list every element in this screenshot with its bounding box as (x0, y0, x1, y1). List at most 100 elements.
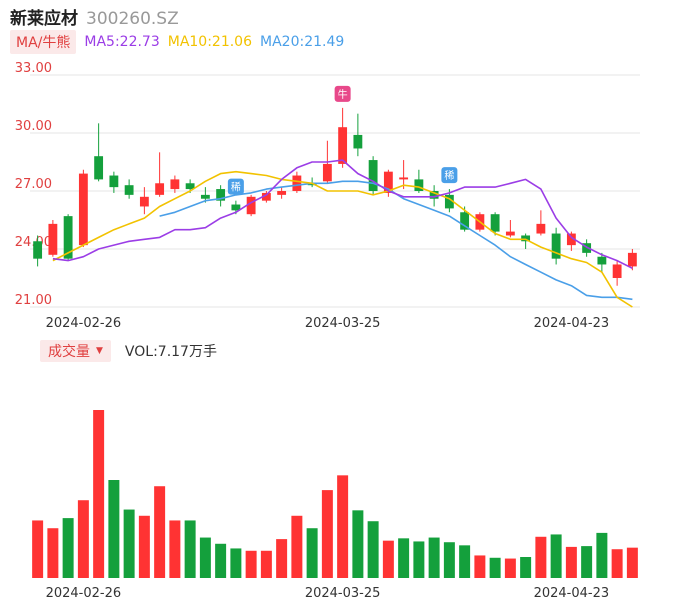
volume-bar (474, 555, 486, 578)
volume-bar (230, 548, 242, 578)
signal-marker[interactable] (441, 167, 458, 184)
volume-bar (565, 546, 577, 578)
volume-bar (581, 546, 593, 578)
volume-bar (123, 509, 135, 578)
ma5-value: MA5:22.73 (84, 34, 160, 50)
ma10-value: MA10:21.06 (167, 34, 253, 50)
volume-date-axis-label: 2024-03-25 (305, 586, 381, 601)
candle-body (261, 192, 271, 201)
dropdown-arrow-icon: ▼ (96, 346, 103, 356)
volume-bar (550, 534, 562, 578)
volume-date-axis-label: 2024-04-23 (534, 586, 610, 601)
volume-bar (77, 500, 89, 578)
volume-indicator-selector[interactable]: 成交量 ▼ (40, 340, 111, 362)
volume-bar (306, 528, 318, 578)
volume-bar (504, 558, 516, 578)
signal-marker[interactable] (227, 178, 244, 195)
volume-bar (291, 515, 303, 578)
candle-body (612, 264, 622, 278)
volume-bar (260, 550, 272, 578)
signal-marker-label: 稀 (231, 181, 241, 194)
volume-bar (489, 557, 501, 578)
volume-bar (32, 520, 44, 578)
ma10-line (52, 170, 633, 308)
volume-bar (245, 550, 257, 578)
volume-bar (169, 520, 181, 578)
signal-marker-label: 稀 (444, 169, 454, 182)
candle-body (170, 179, 180, 190)
stock-header: 新莱应材 300260.SZ (10, 4, 179, 29)
volume-bar (428, 537, 440, 578)
volume-bar (459, 545, 471, 578)
volume-bar (520, 557, 532, 578)
candle-body (246, 196, 256, 215)
candle-body (33, 241, 43, 259)
volume-bar (199, 537, 211, 578)
volume-bar (184, 520, 196, 578)
candle-body (460, 212, 470, 230)
volume-bar (352, 510, 364, 578)
candle-body (399, 177, 409, 180)
price-axis-label: 27.00 (15, 177, 52, 192)
volume-bar (215, 543, 227, 578)
candle-body (414, 179, 424, 191)
candle-body (353, 134, 363, 149)
candle-body (490, 214, 500, 232)
candle-body (582, 243, 592, 253)
volume-date-axis-label: 2024-02-26 (46, 586, 122, 601)
volume-bar (596, 532, 608, 578)
candle-body (94, 156, 104, 180)
candle-body (429, 191, 439, 199)
volume-bar (47, 528, 59, 578)
signal-marker-label: 牛 (338, 88, 348, 101)
candle-body (322, 163, 332, 182)
signal-marker[interactable] (334, 85, 351, 102)
volume-bar (367, 521, 379, 578)
volume-bar (413, 541, 425, 578)
candle-body (124, 185, 134, 195)
stock-name: 新莱应材 (10, 9, 78, 29)
volume-bar (321, 490, 333, 578)
candle-body (383, 171, 393, 193)
ma20-value: MA20:21.49 (260, 34, 345, 50)
ma-indicator-selector[interactable]: MA/牛熊 (10, 30, 77, 54)
ma-legend: MA/牛熊 MA5:22.73 MA10:21.06 MA20:21.49 (10, 30, 344, 54)
ma20-line (159, 180, 633, 301)
candle-body (338, 127, 348, 164)
volume-bar (626, 547, 638, 578)
volume-bar (611, 549, 623, 578)
candle-body (109, 175, 119, 188)
ma5-line (52, 159, 633, 270)
candle-body (48, 223, 58, 255)
candle-body (185, 183, 195, 190)
candle-body (78, 173, 88, 246)
volume-tag-label: 成交量 (48, 344, 90, 360)
volume-bar (93, 410, 105, 578)
volume-bar (382, 540, 394, 578)
date-axis-label: 2024-03-25 (305, 316, 381, 331)
price-axis-label: 30.00 (15, 119, 52, 134)
candle-body (444, 194, 454, 209)
date-axis-label: 2024-02-26 (46, 316, 122, 331)
candle-body (139, 196, 149, 207)
volume-bar (138, 515, 150, 578)
volume-bar (535, 536, 547, 578)
candle-body (307, 183, 317, 186)
volume-bar (443, 542, 455, 578)
candle-body (627, 252, 637, 267)
candle-body (231, 204, 241, 211)
candle-body (277, 191, 287, 195)
candle-body (155, 183, 165, 195)
date-axis-label: 2024-04-23 (534, 316, 610, 331)
volume-bar (108, 480, 120, 578)
price-axis-label: 21.00 (15, 293, 52, 308)
candle-body (536, 223, 546, 234)
volume-bar (337, 475, 349, 578)
price-axis-label: 33.00 (15, 61, 52, 76)
volume-bar (154, 486, 166, 578)
candle-body (216, 189, 226, 201)
volume-bar (398, 538, 410, 578)
candle-body (597, 256, 607, 265)
volume-bar (62, 518, 74, 578)
